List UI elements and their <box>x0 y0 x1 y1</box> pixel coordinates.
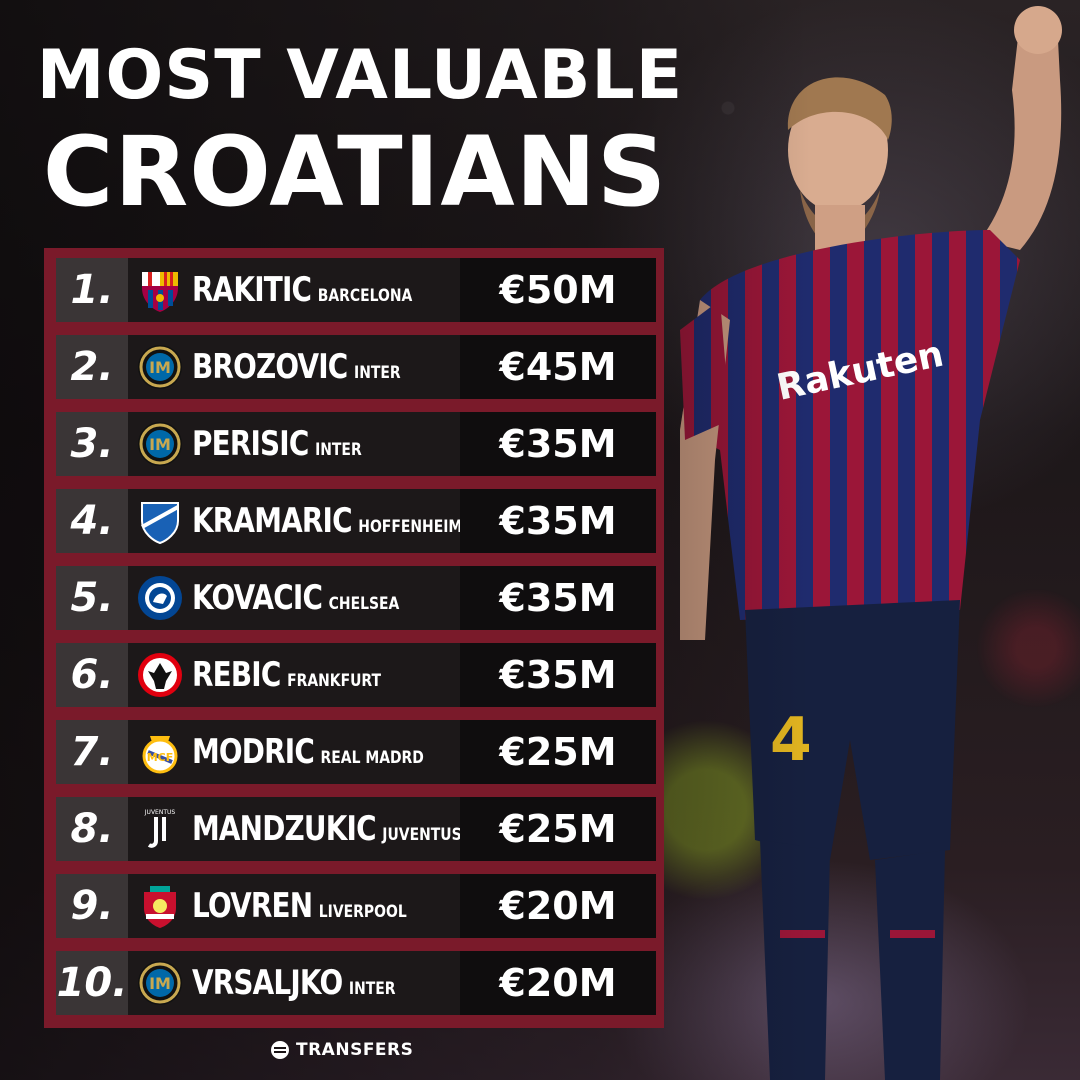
player-info: JUVENTUS MANDZUKIC JUVENTUS <box>128 797 462 861</box>
player-name-line: MANDZUKIC JUVENTUS <box>192 797 462 867</box>
player-info: IM BROZOVIC INTER <box>128 335 460 399</box>
player-name: BROZOVIC <box>192 347 348 387</box>
svg-text:MCF: MCF <box>147 751 174 764</box>
club-name: HOFFENHEIM <box>358 517 463 537</box>
real-madrid-crest-icon: MCF <box>136 728 184 776</box>
player-name-line: KRAMARIC HOFFENHEIM <box>192 489 462 559</box>
player-name: MODRIC <box>192 732 315 772</box>
chelsea-crest-icon <box>136 574 184 622</box>
player-name: REBIC <box>192 655 281 695</box>
club-name: REAL MADRD <box>320 748 424 768</box>
market-value: €25M <box>460 797 656 861</box>
player-info: LOVREN LIVERPOOL <box>128 874 460 938</box>
svg-text:IM: IM <box>149 435 171 454</box>
market-value: €35M <box>460 643 656 707</box>
rank-number: 10. <box>56 951 128 1015</box>
market-value: €35M <box>460 412 656 476</box>
club-name: LIVERPOOL <box>318 902 407 922</box>
market-value: €35M <box>460 566 656 630</box>
player-name-line: VRSALJKO INTER <box>192 951 396 1021</box>
market-value: €45M <box>460 335 656 399</box>
player-name: MANDZUKIC <box>192 809 377 849</box>
rank-number: 2. <box>56 335 128 399</box>
player-info: KOVACIC CHELSEA <box>128 566 460 630</box>
club-name: FRANKFURT <box>287 671 382 691</box>
market-value: €20M <box>460 951 656 1015</box>
list-item: 5. KOVACIC CHELSEA €35M <box>56 566 656 630</box>
player-info: IM VRSALJKO INTER <box>128 951 460 1015</box>
inter-crest-icon: IM <box>136 420 184 468</box>
player-name-line: REBIC FRANKFURT <box>192 643 381 713</box>
list-item: 6. REBIC FRANKFURT €35M <box>56 643 656 707</box>
player-name-line: LOVREN LIVERPOOL <box>192 874 407 944</box>
list-item: 2. IM BROZOVIC INTER €45M <box>56 335 656 399</box>
svg-text:IM: IM <box>149 974 171 993</box>
player-name-line: MODRIC REAL MADRD <box>192 720 424 790</box>
player-name: RAKITIC <box>192 270 312 310</box>
frankfurt-crest-icon <box>136 651 184 699</box>
rank-number: 7. <box>56 720 128 784</box>
player-info: KRAMARIC HOFFENHEIM <box>128 489 462 553</box>
list-item: 8. JUVENTUS MANDZUKIC JUVENTUS €25M <box>56 797 656 861</box>
player-name: LOVREN <box>192 886 313 926</box>
player-info: MCF MODRIC REAL MADRD <box>128 720 460 784</box>
transfers-logo-icon <box>271 1041 289 1059</box>
inter-crest-icon: IM <box>136 343 184 391</box>
rank-number: 1. <box>56 258 128 322</box>
club-name: BARCELONA <box>317 286 413 306</box>
rank-number: 4. <box>56 489 128 553</box>
list-item: 10. IM VRSALJKO INTER €20M <box>56 951 656 1015</box>
list-item: 4. KRAMARIC HOFFENHEIM €35M <box>56 489 656 553</box>
inter-crest-icon: IM <box>136 959 184 1007</box>
barcelona-crest-icon <box>136 266 184 314</box>
title-line-1: MOST VALUABLE <box>36 36 684 115</box>
list-item: 1. RAKITIC BARCELONA €50M <box>56 258 656 322</box>
club-name: INTER <box>348 979 396 999</box>
player-name-line: KOVACIC CHELSEA <box>192 566 399 636</box>
player-name-line: PERISIC INTER <box>192 412 362 482</box>
player-name-line: RAKITIC BARCELONA <box>192 258 412 328</box>
juventus-crest-icon: JUVENTUS <box>136 805 184 853</box>
hoffenheim-crest-icon <box>136 497 184 545</box>
player-info: REBIC FRANKFURT <box>128 643 460 707</box>
club-name: INTER <box>315 440 362 460</box>
rank-number: 3. <box>56 412 128 476</box>
brand-footer: TRANSFERS <box>270 1040 413 1060</box>
liverpool-crest-icon <box>136 882 184 930</box>
title-line-2: CROATIANS <box>42 116 668 228</box>
player-info: RAKITIC BARCELONA <box>128 258 460 322</box>
club-name: JUVENTUS <box>382 825 462 845</box>
rank-number: 9. <box>56 874 128 938</box>
player-name: VRSALJKO <box>192 963 343 1003</box>
rank-number: 8. <box>56 797 128 861</box>
list-item: 3. IM PERISIC INTER €35M <box>56 412 656 476</box>
list-item: 7. MCF MODRIC REAL MADRD €25M <box>56 720 656 784</box>
player-info: IM PERISIC INTER <box>128 412 460 476</box>
club-name: CHELSEA <box>328 594 400 614</box>
svg-text:JUVENTUS: JUVENTUS <box>144 809 176 816</box>
market-value: €25M <box>460 720 656 784</box>
market-value: €50M <box>460 258 656 322</box>
rank-number: 6. <box>56 643 128 707</box>
market-value: €20M <box>460 874 656 938</box>
market-value: €35M <box>460 489 656 553</box>
brand-name: TRANSFERS <box>296 1040 414 1060</box>
player-name: KRAMARIC <box>192 501 353 541</box>
club-name: INTER <box>354 363 401 383</box>
player-name: KOVACIC <box>192 578 323 618</box>
svg-text:IM: IM <box>149 358 171 377</box>
rank-number: 5. <box>56 566 128 630</box>
list-item: 9. LOVREN LIVERPOOL €20M <box>56 874 656 938</box>
player-name-line: BROZOVIC INTER <box>192 335 401 405</box>
player-name: PERISIC <box>192 424 309 464</box>
